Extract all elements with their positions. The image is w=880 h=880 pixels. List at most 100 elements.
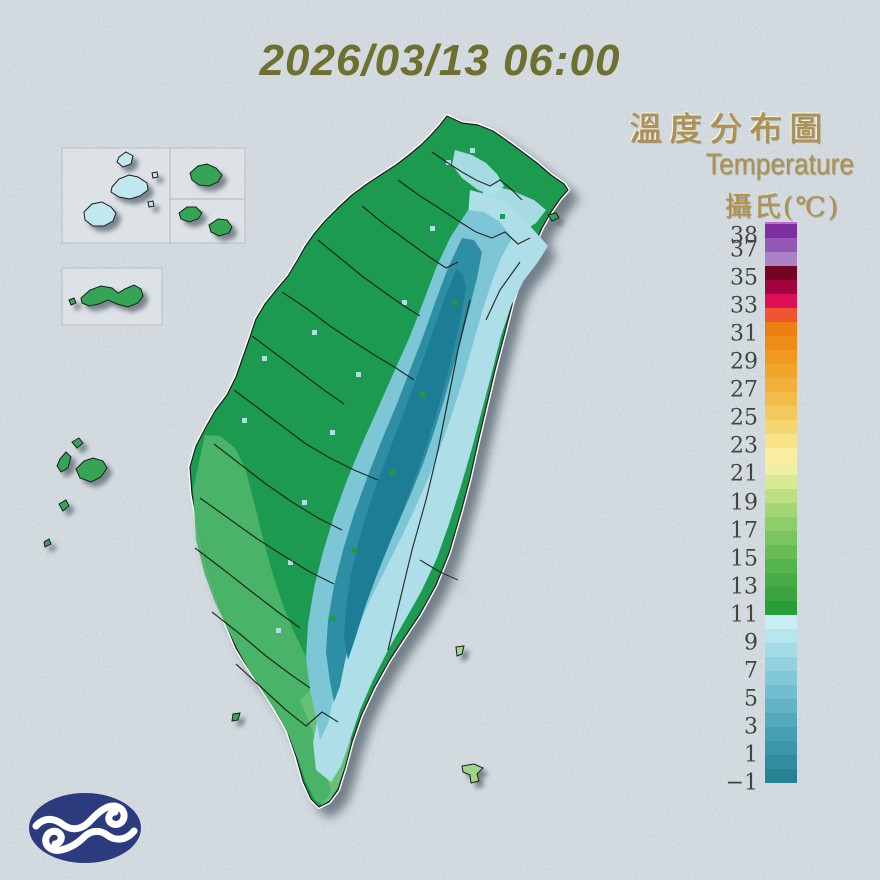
penghu-main-island [75, 457, 108, 483]
taiwan-main-island [188, 114, 570, 809]
colorbar-segment [765, 335, 797, 350]
county-boundary [419, 559, 459, 581]
lieyu-islet [68, 297, 77, 306]
colorbar-segment [765, 251, 797, 266]
colorbar-segment [765, 671, 797, 685]
colorbar-segment [765, 461, 797, 476]
colorbar-segment [765, 307, 797, 322]
colorbar-segment [765, 587, 797, 602]
penghu-south-islet [58, 499, 70, 512]
colorbar-segment [765, 643, 797, 658]
county-boundary [387, 299, 471, 651]
penghu-islands [43, 437, 108, 548]
green-island [455, 645, 465, 657]
colorbar-segment [765, 573, 797, 588]
colorbar-tick-label: 9 [744, 630, 758, 656]
cwb-logo [29, 793, 141, 863]
colorbar-segment [765, 363, 797, 378]
xiju-island [208, 218, 233, 237]
colorbar-segment [765, 475, 797, 490]
colorbar-tick-label: 13 [730, 574, 758, 600]
legend-title-en: Temperature [705, 148, 854, 181]
matsu-beigan-island [83, 201, 117, 227]
colorbar-segment [765, 698, 797, 713]
colorbar-segment [765, 531, 797, 546]
colorbar-segment [765, 293, 797, 308]
county-boundary [251, 335, 345, 405]
colorbar-tick-label: 1 [744, 742, 758, 768]
colorbar-segment [765, 545, 797, 560]
colorbar-segment [765, 224, 797, 238]
colorbar-tick-label: 38 [730, 223, 758, 249]
county-boundary [235, 663, 339, 727]
colorbar-segment [765, 754, 797, 769]
dongyin-island [189, 163, 223, 187]
colorbar-segment [765, 433, 797, 448]
legend-title-zh: 溫度分布圖 [629, 109, 829, 148]
matsu-nangan-island [110, 174, 149, 200]
colorbar-tick-label: 33 [730, 293, 758, 319]
colorbar-segment [765, 684, 797, 699]
cwb-logo-cloud-swirl [32, 802, 138, 854]
county-boundary [317, 239, 421, 317]
colorbar-segment [765, 419, 797, 434]
county-boundary [431, 151, 523, 201]
colorbar-tick-label: 21 [730, 461, 758, 487]
county-boundary [199, 497, 335, 585]
colorbar-segment [765, 712, 797, 727]
guishan-island [547, 212, 560, 222]
colorbar-segment [765, 405, 797, 420]
matsu-islet-dot1 [151, 171, 159, 179]
mountain-teal-dark-core [344, 270, 466, 660]
colorbar-tick-label: 7 [744, 658, 758, 684]
county-boundary [194, 547, 301, 629]
matsu-islet-north [116, 151, 134, 168]
colorbar-tick-label: 35 [730, 265, 758, 291]
colorbar-segment [765, 559, 797, 574]
colorbar-tick-label: 19 [730, 490, 758, 515]
colorbar-segment [765, 321, 797, 336]
xiaoliuqiu-island [231, 712, 241, 722]
foothills-pale-cyan-band [313, 190, 548, 782]
colorbar-tick-label: 29 [730, 349, 758, 375]
kinmen-island [80, 284, 144, 308]
colorbar-segment [765, 657, 797, 671]
colorbar-tick-label: 37 [730, 237, 758, 263]
matsu-islet-dot2 [147, 200, 155, 208]
dongju-island [178, 206, 203, 223]
penghu-west-island [56, 451, 72, 473]
orchid-island [461, 763, 484, 784]
colorbar-tick-label: 25 [730, 405, 758, 431]
legend-heading: 溫度分布圖 Temperature 攝氏(℃) [604, 102, 854, 224]
county-boundaries [194, 151, 531, 727]
county-boundary [361, 205, 459, 269]
colorbar [765, 222, 797, 783]
colorbar-tick-label: 5 [744, 686, 758, 712]
county-boundary [397, 179, 531, 245]
colorbar-tick-label: −1 [725, 770, 758, 796]
colorbar-segment [765, 279, 797, 294]
inset-matsu-panel [61, 147, 246, 244]
colorbar-segment [765, 489, 797, 504]
colorbar-tick-label: 27 [730, 377, 758, 403]
colorbar-segment [765, 629, 797, 644]
county-boundary [281, 291, 415, 381]
county-boundary [211, 611, 311, 689]
colorbar-segment [765, 503, 797, 518]
colorbar-segment [765, 265, 797, 280]
offshore-islands [231, 212, 560, 784]
colorbar-segment [765, 237, 797, 252]
colorbar-segment [765, 391, 797, 406]
taipei-basin-cool-patch [452, 150, 504, 196]
colorbar-tick-label: 17 [730, 518, 758, 544]
colorbar-segment [765, 349, 797, 364]
colorbar-segment [765, 740, 797, 755]
pixel-speckles [242, 148, 505, 633]
legend-unit: 攝氏(℃) [724, 192, 840, 223]
colorbar-tick-label: 11 [730, 602, 758, 628]
timestamp-title: 2026/03/13 06:00 [259, 36, 621, 85]
county-boundary [233, 389, 379, 481]
colorbar-tick-label: 23 [730, 433, 758, 459]
